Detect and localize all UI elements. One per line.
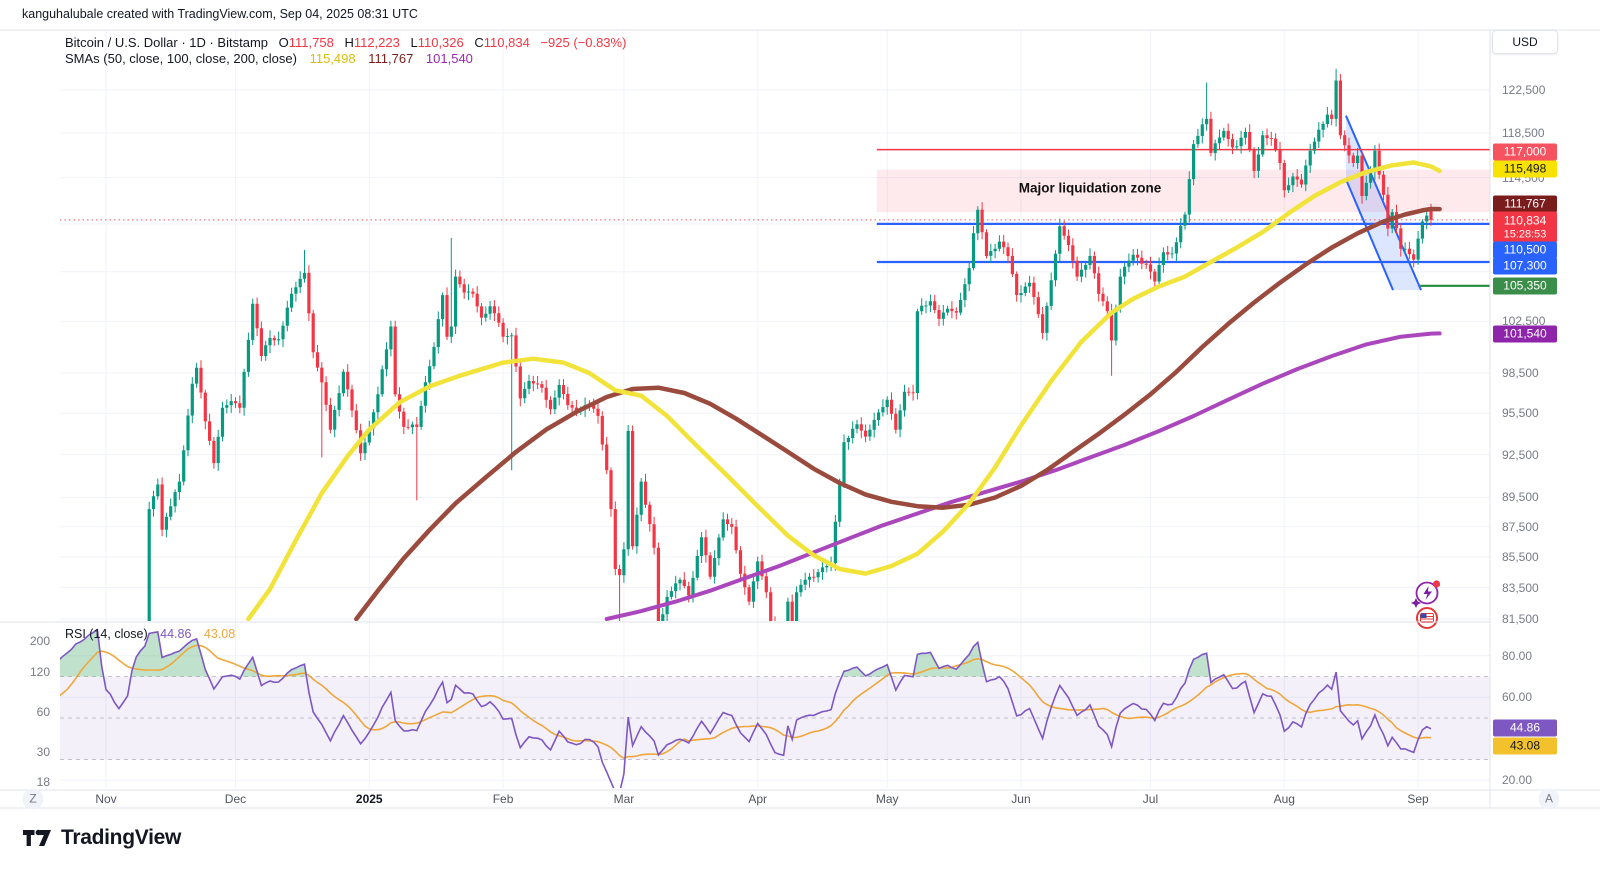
price-tick-label: 98,500 [1502,366,1539,381]
price-tick-label: 122,500 [1502,83,1546,97]
rsi-tick-label: 80.00 [1502,648,1533,663]
time-axis-label-2025[interactable]: 2025 [355,792,383,806]
time-axis-label-mar[interactable]: Mar [613,792,635,806]
tradingview-logo: TradingView [22,826,181,850]
price-tick-label: 87,500 [1502,519,1539,534]
ohlc-low-value: 110,326 [417,35,464,50]
liquidation-zone-label[interactable]: Major liquidation zone [1018,180,1162,196]
autoscale-button[interactable]: A [1538,788,1560,810]
time-axis-label-aug[interactable]: Aug [1273,792,1295,806]
price-tick-label: 81,500 [1502,612,1539,627]
ohlc-open-label: O [278,35,289,50]
time-axis-label-nov[interactable]: Nov [95,792,117,806]
change-value: −925 (−0.83%) [540,35,627,50]
time-axis-label-sep[interactable]: Sep [1407,792,1429,806]
rsi-legend[interactable]: RSI (14, close) 44.86 43.08 [65,627,235,641]
ohlc-close-value: 110,834 [483,35,530,50]
rsi-legend-label[interactable]: RSI (14, close) [65,627,148,641]
rsi-pane[interactable] [0,628,1490,793]
sma200-line[interactable] [604,331,1442,621]
rsi-left-tick-label: 120 [29,665,50,679]
price-badge-110500: 110,500 [1493,241,1557,259]
sma200-value: 101,540 [425,51,473,66]
sma50-line[interactable] [246,160,1442,621]
price-badge-107300: 107,300 [1493,257,1557,275]
rsi-left-tick-label: 18 [36,775,50,789]
symbol-legend[interactable]: Bitcoin / U.S. Dollar · 1D · Bitstamp O1… [65,35,626,50]
price-tick-label: 95,500 [1502,406,1539,421]
sma-legend[interactable]: SMAs (50, close, 100, close, 200, close)… [65,51,473,66]
ohlc-low-label: L [410,35,418,50]
price-badge-105350: 105,350 [1493,277,1557,295]
rsi-tick-label: 20.00 [1502,773,1533,788]
sma100-value: 111,767 [368,51,414,66]
main-pane[interactable] [0,69,1490,870]
rsi-ma-value: 43.08 [203,627,236,641]
pane-separators [0,29,1600,809]
price-tick-label: 92,500 [1502,447,1539,462]
time-axis-label-jun[interactable]: Jun [1011,792,1031,806]
time-axis-label-dec[interactable]: Dec [224,792,247,806]
rsi-left-tick-label: 30 [36,745,50,759]
ohlc-high-value: 112,223 [353,35,400,50]
rsi-tick-label: 60.00 [1502,690,1533,705]
ohlc-high-label: H [344,35,354,50]
rsi-badge: 44.86 [1493,719,1557,737]
currency-button[interactable]: USD [1492,30,1558,54]
price-tick-label: 85,500 [1502,549,1539,564]
timezone-button[interactable]: Z [22,788,44,810]
rsi-left-tick-label: 200 [29,634,50,648]
tradingview-logo-text: TradingView [61,826,182,849]
rsi-left-tick-label: 60 [36,705,50,719]
countdown-timer: 15:28:53 [1503,228,1547,241]
rsi-value: 44.86 [160,627,192,641]
tradingview-logo-icon [23,829,51,846]
price-tick-label: 102,500 [1502,314,1546,329]
price-badge-101540: 101,540 [1493,325,1557,343]
channel-lower-line[interactable] [1345,178,1394,291]
time-axis-label-feb[interactable]: Feb [492,792,514,806]
attribution-text: kanguhalubale created with TradingView.c… [22,7,418,21]
time-axis-label-jul[interactable]: Jul [1142,792,1159,806]
price-tick-label: 83,500 [1502,580,1539,595]
time-axis-label-may[interactable]: May [875,792,899,806]
price-tick-label: 89,500 [1502,490,1539,505]
rsi-ma-line[interactable] [50,644,1432,760]
rsi-badge: 43.08 [1493,737,1557,755]
price-badge-110834: 110,834 15:28:53 [1493,211,1557,243]
symbol-title[interactable]: Bitcoin / U.S. Dollar · 1D · Bitstamp [65,35,268,50]
sma50-value: 115,498 [309,51,356,66]
price-badge-117000: 117,000 [1493,143,1557,161]
price-badge-115498: 115,498 [1493,160,1557,178]
grid [60,30,1490,788]
ohlc-open-value: 111,758 [288,35,334,50]
price-badge-111767: 111,767 [1493,195,1557,213]
liquidation-zone[interactable] [876,169,1490,213]
news-flash-icon[interactable] [1411,580,1441,608]
ohlc-close-label: C [474,35,484,50]
rsi-line[interactable] [0,628,1432,793]
sma-legend-label[interactable]: SMAs (50, close, 100, close, 200, close) [65,51,297,66]
price-tick-label: 118,500 [1502,126,1545,141]
time-axis-label-apr[interactable]: Apr [748,792,768,806]
economic-event-flag-icon[interactable] [1416,607,1438,629]
sma100-line[interactable] [354,206,1442,621]
